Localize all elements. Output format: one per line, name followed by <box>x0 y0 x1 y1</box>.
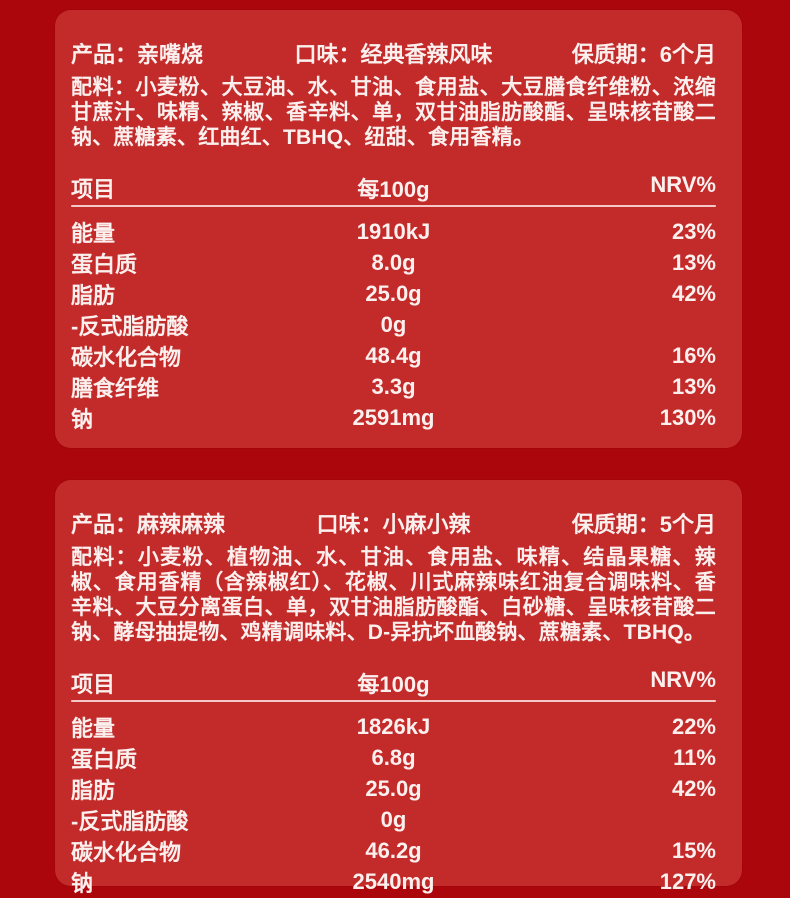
nutrient-amount: 2540mg <box>352 868 435 894</box>
table-row: 钠 2591mg 130% <box>71 402 716 433</box>
nutrition-table: 项目 每100g NRV% 能量 1826kJ 22% 蛋白质 6.8g 11%… <box>71 667 716 897</box>
ingredients-paragraph: 配料：小麦粉、植物油、水、甘油、食用盐、味精、结晶果糖、辣椒、食用香精（含辣椒红… <box>71 545 716 645</box>
header-nrv: NRV% <box>650 172 716 197</box>
product-value: 亲嘴烧 <box>137 42 204 67</box>
shelf-life-field: 保质期：6个月 <box>501 42 716 68</box>
flavor-label: 口味： <box>316 512 383 537</box>
ingredients-text: 小麦粉、植物油、水、甘油、食用盐、味精、结晶果糖、辣椒、食用香精（含辣椒红）、花… <box>71 546 716 644</box>
ingredients-text: 小麦粉、大豆油、水、甘油、食用盐、大豆膳食纤维粉、浓缩甘蔗汁、味精、辣椒、香辛料… <box>71 76 716 149</box>
table-header-row: 项目 每100g NRV% <box>71 172 716 202</box>
shelf-life-label: 保质期： <box>571 512 660 537</box>
nutrient-nrv: 13% <box>671 249 716 275</box>
product-label: 产品： <box>71 42 138 67</box>
nutrient-amount: 46.2g <box>365 837 422 863</box>
flavor-field: 口味：小麻小辣 <box>286 512 501 538</box>
shelf-life-value: 5个月 <box>659 512 716 537</box>
nutrient-amount: 1910kJ <box>356 218 431 244</box>
header-item: 项目 <box>71 672 116 697</box>
nutrient-amount: 3.3g <box>371 373 416 399</box>
nutrient-amount: 1826kJ <box>356 713 431 739</box>
nutrient-nrv: 23% <box>671 218 716 244</box>
table-divider <box>71 700 716 702</box>
table-row: 钠 2540mg 127% <box>71 866 716 897</box>
nutrient-amount: 8.0g <box>371 249 416 275</box>
table-row: 碳水化合物 46.2g 15% <box>71 835 716 866</box>
nutrient-amount: 25.0g <box>365 280 422 306</box>
product-meta-row: 产品：麻辣麻辣 口味：小麻小辣 保质期：5个月 <box>71 512 716 538</box>
ingredients-label: 配料： <box>71 76 136 99</box>
table-row: 蛋白质 8.0g 13% <box>71 247 716 278</box>
header-item: 项目 <box>71 177 116 202</box>
header-per100g: 每100g <box>357 177 430 202</box>
nutrient-nrv: 11% <box>673 744 716 770</box>
product-label-card-1: 产品：亲嘴烧 口味：经典香辣风味 保质期：6个月 配料：小麦粉、大豆油、水、甘油… <box>55 10 742 448</box>
shelf-life-value: 6个月 <box>659 42 716 67</box>
nutrient-nrv: 15% <box>671 837 716 863</box>
nutrient-name: 钠 <box>71 870 94 896</box>
nutrient-name: 能量 <box>71 220 116 246</box>
nutrient-name: 碳水化合物 <box>71 344 182 370</box>
table-divider <box>71 205 716 207</box>
header-nrv: NRV% <box>650 667 716 692</box>
nutrient-name: 脂肪 <box>71 777 116 803</box>
nutrition-table: 项目 每100g NRV% 能量 1910kJ 23% 蛋白质 8.0g 13%… <box>71 172 716 433</box>
table-row: 蛋白质 6.8g 11% <box>71 742 716 773</box>
product-field: 产品：亲嘴烧 <box>71 42 286 68</box>
nutrient-name: -反式脂肪酸 <box>71 313 189 339</box>
nutrient-name: 蛋白质 <box>71 251 138 277</box>
nutrient-amount: 48.4g <box>365 342 422 368</box>
table-row: 脂肪 25.0g 42% <box>71 278 716 309</box>
nutrient-nrv: 42% <box>671 775 716 801</box>
flavor-value: 经典香辣风味 <box>360 42 493 67</box>
flavor-label: 口味： <box>294 42 361 67</box>
product-value: 麻辣麻辣 <box>137 512 226 537</box>
nutrient-name: 钠 <box>71 406 94 432</box>
nutrient-amount: 2591mg <box>352 404 435 430</box>
product-label-card-2: 产品：麻辣麻辣 口味：小麻小辣 保质期：5个月 配料：小麦粉、植物油、水、甘油、… <box>55 480 742 896</box>
shelf-life-label: 保质期： <box>571 42 660 67</box>
ingredients-paragraph: 配料：小麦粉、大豆油、水、甘油、食用盐、大豆膳食纤维粉、浓缩甘蔗汁、味精、辣椒、… <box>71 75 716 150</box>
table-row: 能量 1910kJ 23% <box>71 216 716 247</box>
nutrient-nrv: 130% <box>659 404 716 430</box>
nutrient-name: 碳水化合物 <box>71 839 182 865</box>
table-header-row: 项目 每100g NRV% <box>71 667 716 697</box>
table-row: 碳水化合物 48.4g 16% <box>71 340 716 371</box>
nutrient-name: 蛋白质 <box>71 746 138 772</box>
nutrient-nrv: 22% <box>671 713 716 739</box>
table-row: 膳食纤维 3.3g 13% <box>71 371 716 402</box>
flavor-value: 小麻小辣 <box>382 512 471 537</box>
flavor-field: 口味：经典香辣风味 <box>286 42 501 68</box>
nutrient-nrv: 42% <box>671 280 716 306</box>
product-meta-row: 产品：亲嘴烧 口味：经典香辣风味 保质期：6个月 <box>71 42 716 68</box>
product-label: 产品： <box>71 512 138 537</box>
nutrient-amount: 25.0g <box>365 775 422 801</box>
nutrient-name: 能量 <box>71 715 116 741</box>
table-row: 能量 1826kJ 22% <box>71 711 716 742</box>
product-field: 产品：麻辣麻辣 <box>71 512 286 538</box>
ingredients-label: 配料： <box>71 546 138 569</box>
nutrient-nrv: 127% <box>659 868 716 894</box>
table-row: -反式脂肪酸 0g <box>71 309 716 340</box>
table-row: 脂肪 25.0g 42% <box>71 773 716 804</box>
shelf-life-field: 保质期：5个月 <box>501 512 716 538</box>
nutrient-name: -反式脂肪酸 <box>71 808 189 834</box>
nutrient-nrv: 13% <box>671 373 716 399</box>
nutrient-amount: 0g <box>380 311 407 337</box>
nutrient-amount: 6.8g <box>371 744 416 770</box>
table-row: -反式脂肪酸 0g <box>71 804 716 835</box>
header-per100g: 每100g <box>357 672 430 697</box>
nutrient-name: 脂肪 <box>71 282 116 308</box>
nutrient-nrv: 16% <box>671 342 716 368</box>
nutrient-amount: 0g <box>380 806 407 832</box>
nutrient-name: 膳食纤维 <box>71 375 160 401</box>
